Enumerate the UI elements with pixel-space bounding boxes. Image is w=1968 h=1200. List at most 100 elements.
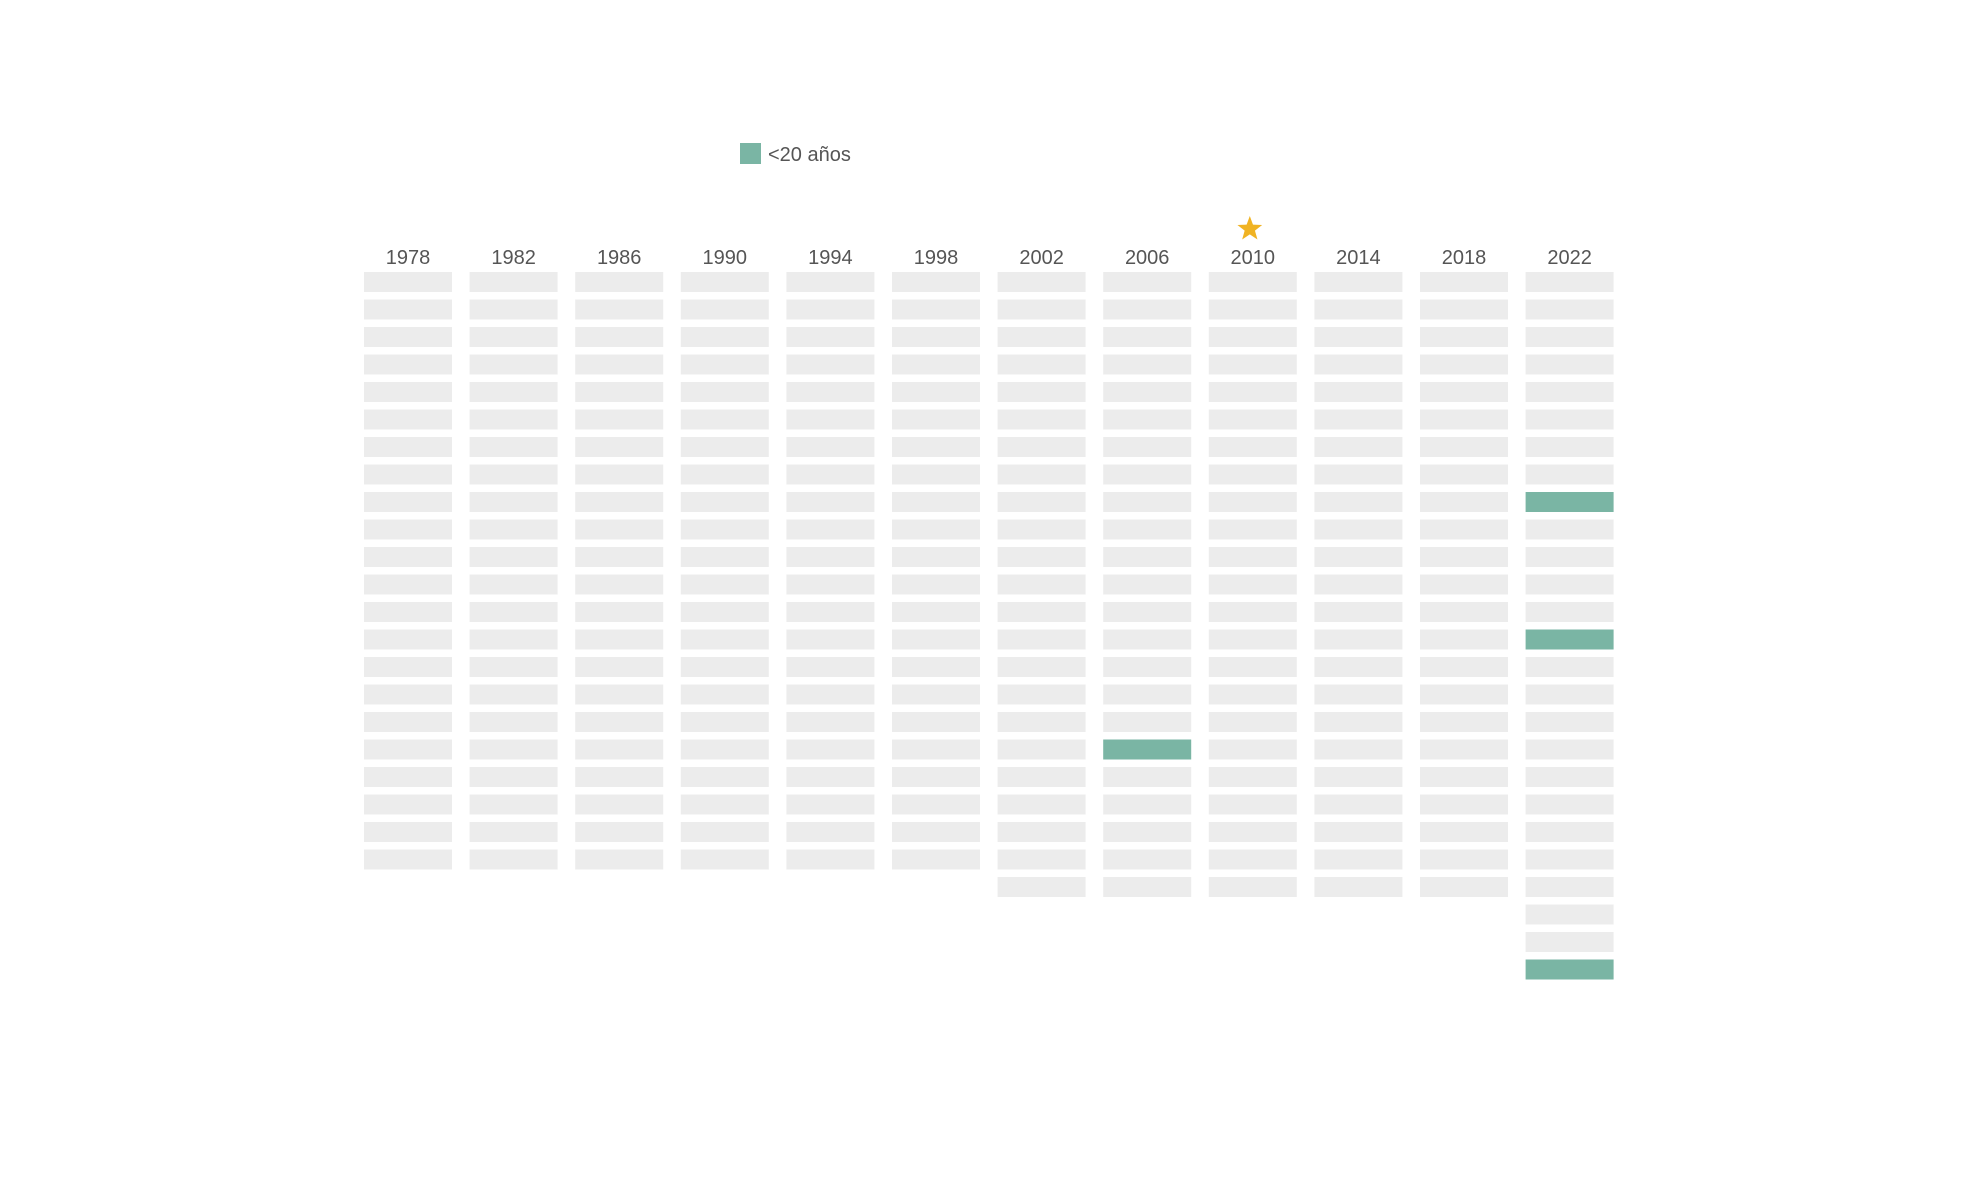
legend-label: <20 años — [768, 144, 851, 166]
player-cell — [575, 629, 664, 650]
player-cell — [469, 272, 558, 292]
player-cell — [786, 684, 875, 705]
player-cell — [1314, 519, 1403, 540]
year-label: 1982 — [491, 247, 536, 269]
player-cell — [1420, 684, 1508, 705]
player-cell — [1420, 354, 1508, 375]
year-label: 1998 — [914, 247, 959, 269]
player-cell — [1420, 849, 1508, 870]
player-cell — [997, 712, 1086, 732]
player-cell — [364, 602, 452, 622]
player-cell — [469, 354, 558, 375]
player-cell — [1314, 684, 1403, 705]
player-cell — [786, 657, 875, 677]
player-cell — [364, 629, 452, 650]
player-cell — [786, 822, 875, 842]
player-cell — [469, 492, 558, 512]
player-cell — [1208, 492, 1297, 512]
player-cell — [997, 822, 1086, 842]
player-cell — [1420, 519, 1508, 540]
player-cell — [1525, 547, 1614, 567]
year-label: 2022 — [1547, 247, 1592, 269]
player-cell — [892, 767, 980, 787]
player-cell — [575, 794, 664, 815]
player-cell — [680, 382, 769, 402]
player-cell — [1525, 932, 1614, 952]
player-cell — [469, 712, 558, 732]
player-cell — [1420, 629, 1508, 650]
player-cell — [680, 657, 769, 677]
column-1986: 1986 — [575, 247, 664, 870]
player-cell — [1314, 602, 1403, 622]
player-cell — [469, 382, 558, 402]
player-cell — [1314, 409, 1403, 430]
player-cell — [1103, 519, 1192, 540]
player-cell — [786, 767, 875, 787]
player-cell — [1525, 574, 1614, 595]
player-cell — [892, 574, 980, 595]
year-label: 2014 — [1336, 247, 1381, 269]
player-cell — [786, 382, 875, 402]
player-cell — [1103, 272, 1192, 292]
player-cell — [786, 492, 875, 512]
player-cell — [1103, 822, 1192, 842]
player-cell — [364, 354, 452, 375]
player-cell — [1208, 574, 1297, 595]
player-cell — [997, 547, 1086, 567]
column-2010: 2010 — [1208, 216, 1297, 897]
player-cell — [364, 739, 452, 760]
player-cell — [786, 519, 875, 540]
player-cell — [575, 299, 664, 320]
player-cell — [1314, 877, 1403, 897]
player-cell — [1525, 464, 1614, 485]
player-cell — [364, 409, 452, 430]
player-cell — [1420, 574, 1508, 595]
player-cell — [469, 794, 558, 815]
player-cell — [1103, 657, 1192, 677]
column-1990: 1990 — [680, 247, 769, 870]
player-cell — [469, 409, 558, 430]
player-cell — [1314, 629, 1403, 650]
player-cell — [1525, 437, 1614, 457]
player-cell — [1525, 272, 1614, 292]
column-1978: 1978 — [364, 247, 452, 870]
player-cell — [1525, 712, 1614, 732]
player-cell — [1420, 657, 1508, 677]
player-cell — [680, 519, 769, 540]
player-cell — [1420, 739, 1508, 760]
player-cell — [997, 437, 1086, 457]
player-cell — [1420, 272, 1508, 292]
player-cell — [364, 382, 452, 402]
player-cell — [575, 327, 664, 347]
player-cell — [680, 767, 769, 787]
player-cell — [1420, 382, 1508, 402]
player-cell — [1420, 299, 1508, 320]
player-cell — [892, 822, 980, 842]
player-cell — [680, 354, 769, 375]
player-cell — [469, 822, 558, 842]
star-icon — [1237, 216, 1263, 240]
player-cell — [892, 629, 980, 650]
column-2014: 2014 — [1314, 247, 1403, 897]
player-cell — [1103, 382, 1192, 402]
player-cell — [364, 437, 452, 457]
player-cell — [997, 299, 1086, 320]
year-label: 2018 — [1442, 247, 1487, 269]
player-cell — [575, 712, 664, 732]
player-cell — [1420, 712, 1508, 732]
player-cell — [997, 657, 1086, 677]
player-cell — [997, 877, 1086, 897]
player-cell — [786, 794, 875, 815]
player-cell — [1103, 492, 1192, 512]
player-cell — [1420, 602, 1508, 622]
player-cell — [997, 574, 1086, 595]
player-cell — [1208, 547, 1297, 567]
column-1998: 1998 — [892, 247, 980, 870]
player-cell — [680, 602, 769, 622]
player-cell — [997, 767, 1086, 787]
player-cell — [1525, 767, 1614, 787]
player-cell — [1525, 409, 1614, 430]
player-cell — [786, 437, 875, 457]
year-label: 1978 — [386, 247, 431, 269]
